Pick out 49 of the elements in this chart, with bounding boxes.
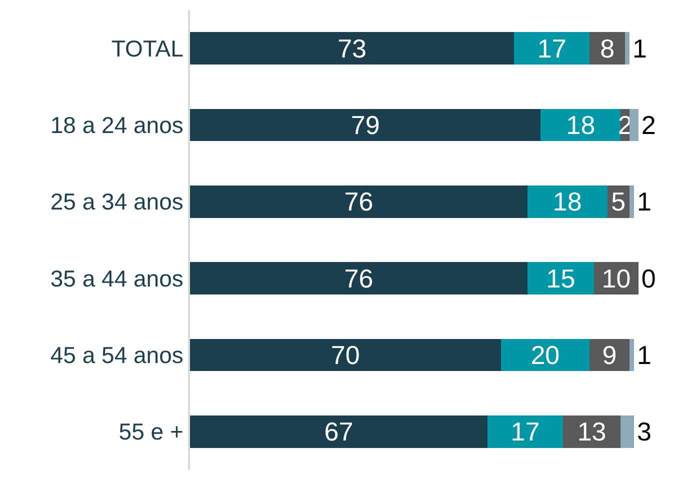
bar bbox=[190, 416, 488, 448]
bar bbox=[625, 32, 630, 64]
data-label: 1 bbox=[632, 33, 647, 64]
data-label: 17 bbox=[510, 416, 540, 447]
data-label: 67 bbox=[324, 416, 354, 447]
y-tick-label: 18 a 24 anos bbox=[50, 112, 184, 138]
data-label: 18 bbox=[566, 110, 596, 140]
data-label: 17 bbox=[537, 33, 566, 64]
data-label: 0 bbox=[641, 263, 656, 294]
y-tick-label: 45 a 54 anos bbox=[50, 342, 184, 368]
bar bbox=[630, 338, 634, 372]
y-tick-label: 25 a 34 anos bbox=[50, 188, 184, 215]
data-label: 1 bbox=[636, 186, 652, 217]
bar bbox=[630, 108, 638, 142]
data-label: 70 bbox=[330, 340, 360, 370]
data-label: 8 bbox=[600, 33, 615, 64]
data-label: 76 bbox=[344, 263, 374, 294]
y-tick-label: 35 a 44 anos bbox=[50, 265, 184, 292]
bar bbox=[540, 108, 621, 142]
bar bbox=[190, 186, 528, 218]
bar bbox=[190, 338, 501, 372]
bar bbox=[487, 416, 563, 448]
data-label: 79 bbox=[350, 110, 380, 140]
bar bbox=[590, 338, 630, 372]
bar bbox=[590, 32, 626, 64]
bar bbox=[190, 108, 541, 142]
data-label: 9 bbox=[602, 340, 617, 370]
data-label: 10 bbox=[602, 263, 631, 294]
bar bbox=[527, 262, 594, 294]
data-label: 1 bbox=[636, 340, 652, 370]
bar bbox=[190, 262, 528, 294]
data-label: 3 bbox=[636, 416, 652, 447]
data-label: 2 bbox=[641, 110, 656, 140]
data-label: 15 bbox=[546, 263, 576, 294]
bar bbox=[500, 338, 590, 372]
data-label: 13 bbox=[577, 416, 606, 447]
data-label: 76 bbox=[344, 186, 374, 217]
bar bbox=[630, 186, 634, 218]
y-tick-label: TOTAL bbox=[111, 35, 184, 62]
data-label: 20 bbox=[530, 340, 560, 370]
bar bbox=[562, 416, 621, 448]
bar bbox=[190, 32, 514, 64]
bar bbox=[514, 32, 590, 64]
data-label: 73 bbox=[338, 33, 367, 64]
data-label: 18 bbox=[552, 186, 582, 217]
bar bbox=[527, 186, 608, 218]
bar bbox=[620, 416, 634, 448]
data-label: 5 bbox=[611, 186, 626, 217]
y-tick-label: 55 e + bbox=[118, 418, 184, 445]
